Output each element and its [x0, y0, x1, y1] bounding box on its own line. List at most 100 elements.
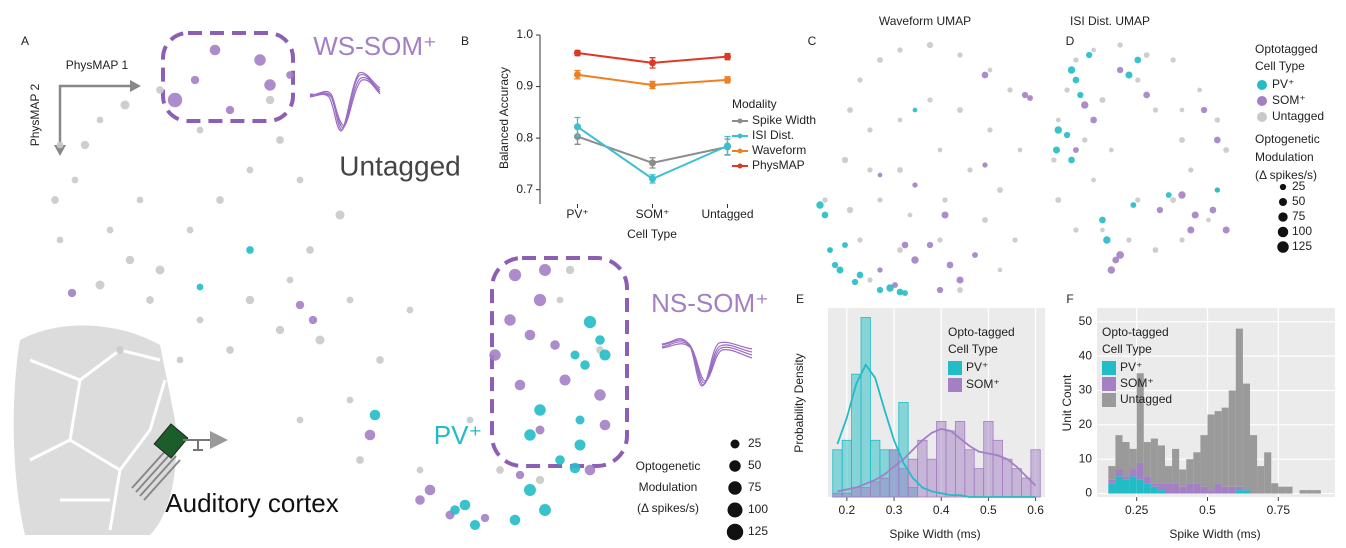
scatter-point — [1178, 191, 1186, 199]
bar — [983, 420, 994, 498]
size-legend-label: 50 — [748, 458, 762, 472]
size-legend-mark — [728, 481, 742, 495]
scatter-point — [534, 404, 546, 416]
scatter-point — [246, 166, 254, 174]
scatter-point — [997, 267, 1003, 273]
scatter-point — [941, 211, 949, 219]
scatter-point — [867, 277, 873, 283]
scatter-point — [51, 196, 59, 204]
legend-title: Opto-tagged — [1102, 325, 1169, 339]
bar — [1207, 414, 1215, 491]
scatter-point — [489, 349, 501, 361]
x-axis-title: PhysMAP 1 — [66, 58, 129, 72]
scatter-point — [1117, 42, 1123, 48]
bar — [860, 317, 871, 498]
size-legend-label: 125 — [1292, 239, 1312, 253]
y-tick-label: 50 — [1079, 314, 1093, 328]
scatter-point — [1072, 76, 1080, 84]
scatter-point — [125, 255, 135, 265]
scatter-point — [599, 349, 611, 361]
scatter-point — [867, 167, 873, 173]
scatter-point — [67, 288, 77, 298]
scatter-point — [981, 71, 989, 79]
scatter-point — [56, 141, 64, 149]
scatter-point — [575, 415, 585, 425]
scatter-point — [1152, 247, 1159, 253]
scatter-point — [186, 226, 194, 234]
scatter-point — [982, 162, 988, 168]
scatter-point — [1125, 71, 1133, 79]
scatter-point — [1116, 251, 1124, 259]
bar — [1108, 483, 1116, 494]
bar — [1306, 490, 1314, 494]
bar — [841, 492, 852, 498]
legend-label: SOM⁺ — [1272, 93, 1306, 107]
scatter-point — [847, 107, 853, 113]
point — [574, 49, 581, 57]
scatter-point — [897, 47, 903, 53]
scatter-point — [946, 261, 954, 269]
legend-label: ISI Dist. — [752, 128, 794, 142]
scatter-point — [1021, 91, 1029, 99]
scatter-point — [315, 335, 325, 345]
electrode-wire — [183, 439, 210, 451]
scatter-point — [376, 356, 384, 364]
point — [574, 71, 581, 79]
bar — [1299, 490, 1307, 494]
scatter-point — [496, 466, 504, 474]
electrode-head — [153, 423, 189, 459]
scatter-point — [450, 505, 460, 515]
bar — [832, 492, 843, 498]
annotation: WS-SOM⁺ — [313, 31, 437, 61]
scatter-point — [911, 256, 919, 264]
scatter-point — [851, 278, 859, 286]
scatter-point — [877, 57, 883, 63]
scatter-point — [1206, 217, 1211, 223]
scatter-point — [957, 52, 963, 58]
size-legend-label: 100 — [748, 502, 768, 516]
panel-label: F — [1066, 292, 1073, 306]
bar — [1186, 459, 1194, 484]
scatter-point — [80, 140, 90, 150]
scatter-point — [71, 176, 79, 184]
bar — [1129, 469, 1137, 477]
scatter-point — [1179, 107, 1185, 113]
chart-title: ISI Dist. UMAP — [1070, 14, 1150, 28]
scatter-point — [106, 226, 114, 234]
scatter-point — [1099, 216, 1106, 224]
scatter-point — [967, 167, 973, 173]
legend-title: Opto-tagged — [948, 325, 1015, 339]
scatter-point — [364, 429, 376, 441]
scatter-point — [842, 242, 848, 248]
bar — [1242, 383, 1250, 491]
scatter-point — [535, 475, 545, 485]
scatter-point — [1090, 116, 1097, 124]
scatter-point — [265, 95, 275, 105]
y-tick-label: 20 — [1079, 417, 1093, 431]
scatter-point — [936, 286, 944, 294]
scatter-point — [296, 176, 304, 184]
bar — [1122, 442, 1130, 477]
size-legend-mark — [730, 439, 740, 449]
bar — [1136, 373, 1144, 463]
scatter-point — [480, 513, 490, 523]
scatter-point — [902, 290, 908, 296]
point — [649, 81, 656, 89]
size-legend-mark — [729, 460, 741, 472]
scatter-point — [956, 276, 964, 284]
scatter-point — [997, 187, 1003, 193]
legend-label: SOM⁺ — [1120, 376, 1154, 390]
scatter-point — [1191, 211, 1199, 219]
size-legend-mark — [1277, 241, 1289, 253]
scatter-point — [1222, 226, 1230, 234]
scatter-point — [1130, 202, 1137, 208]
ws-waveform — [309, 71, 381, 132]
scatter-point — [254, 54, 266, 66]
x-tick-label: 0.4 — [933, 503, 950, 517]
scatter-point — [246, 246, 254, 254]
legend-marker — [737, 148, 743, 154]
legend-marker — [737, 118, 743, 124]
scatter-point — [535, 425, 545, 435]
point — [724, 142, 731, 150]
scatter-point — [926, 241, 934, 249]
